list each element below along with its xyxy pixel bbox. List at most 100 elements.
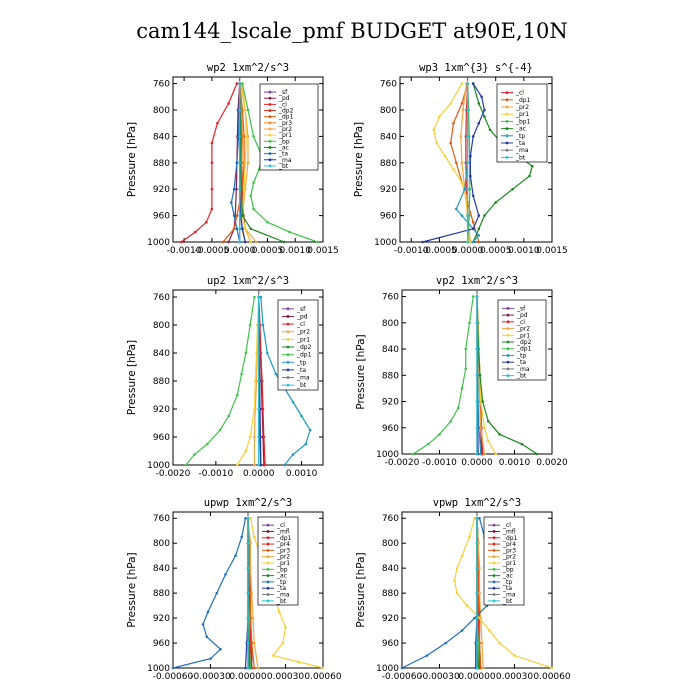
legend-label: _pr1 (516, 332, 530, 339)
y-axis-label: Pressure [hPa] (126, 122, 138, 197)
series-point_bt (475, 295, 479, 298)
series-point_pr1 (249, 516, 252, 520)
y-tick-label: 840 (153, 349, 170, 359)
legend: _cl_mfl_dp1_pr4_pr3_pr2_pr1_bp_ac_tp_ta_… (257, 516, 299, 606)
series-point_tp (234, 554, 237, 557)
panel-title: up2 1xm^2/s^3 (207, 275, 289, 287)
series-point_pr3 (250, 641, 254, 645)
series-point_bt (475, 373, 479, 377)
legend-label: _dp1 (515, 97, 531, 104)
series-point_cl (260, 379, 264, 383)
legend-marker (266, 561, 270, 565)
legend: _cl_dp1_pr2_pr1_bp1_ac_tp_ta_ma_bt (496, 83, 548, 163)
legend-marker (266, 548, 270, 552)
legend-marker (506, 354, 510, 357)
series-point_pr1 (248, 435, 252, 439)
legend-marker (266, 523, 270, 527)
series-point_dp1 (240, 372, 243, 376)
series-point_bt (475, 591, 479, 595)
series-point_pr2 (249, 541, 252, 545)
series-point_pr1 (455, 566, 459, 570)
legend-label: _pr2 (516, 326, 530, 333)
series-point_ta (469, 174, 472, 178)
series-point_dp2 (486, 419, 490, 423)
plot-frame (399, 76, 553, 243)
series-point_bp (246, 108, 250, 112)
x-tick-label: 0.00060 (304, 672, 341, 682)
legend-label: _ma (502, 592, 516, 599)
series-point_pr1 (284, 626, 287, 629)
legend-label: _pr3 (502, 547, 516, 554)
series-point_bt (246, 641, 250, 645)
panel-title: wp3 1xm^{3} s^{-4} (419, 62, 533, 74)
series-point_bt (466, 108, 469, 112)
legend-label: _dp2 (278, 108, 294, 115)
legend-marker (492, 542, 496, 546)
legend-marker (268, 109, 272, 112)
legend-label: _ac (278, 144, 289, 151)
series-line_cl (180, 83, 238, 243)
legend-label: _pr2 (276, 554, 290, 561)
series-point_bt (475, 347, 479, 351)
series-point_ta (471, 194, 475, 198)
legend-marker (266, 580, 270, 584)
series-point_pr1 (460, 554, 464, 557)
x-tick-label: -0.0020 (156, 469, 191, 479)
legend-label: _bt (276, 598, 287, 605)
y-tick-label: 920 (382, 398, 399, 408)
x-tick-label: -0.0010 (394, 246, 429, 256)
x-tick-label: 0.00000 (229, 672, 266, 682)
legend: _cl_mfl_dp1_pr4_pr3_pr2_pr1_bp_ac_tp_ta_… (483, 516, 525, 606)
legend-label: _mfl (502, 528, 516, 535)
series-point_pr1 (478, 616, 481, 620)
series-point_cl (263, 463, 267, 467)
y-axis-label: Pressure [hPa] (353, 122, 365, 197)
y-tick-label: 800 (153, 321, 170, 331)
legend-marker (506, 360, 510, 364)
x-tick-label: -0.0010 (167, 246, 202, 256)
legend-marker (266, 555, 270, 559)
legend-marker (506, 306, 510, 310)
series-point_pr1 (473, 516, 476, 520)
legend-label: _dp1 (276, 535, 292, 542)
series-point_pr2 (253, 435, 256, 439)
x-tick-label: 0.0010 (279, 246, 311, 256)
legend-label: _dp1 (502, 535, 518, 542)
legend-marker (266, 530, 270, 533)
y-tick-label: 800 (382, 319, 399, 329)
series-point_pr2 (480, 641, 484, 645)
series-point_pr1 (460, 82, 464, 85)
legend-label: _bp (502, 566, 514, 573)
plot-frame (172, 76, 324, 243)
legend-label: _mfl (276, 528, 290, 535)
y-tick-label: 1000 (374, 238, 397, 248)
legend-label: _pr1 (296, 336, 310, 343)
series-point_bt (475, 400, 479, 403)
series-point_bp (316, 240, 319, 244)
series-point_tp (274, 372, 278, 376)
series-point_tp (265, 351, 269, 355)
panel-5: upwp 1xm^2/s^3 Pressure [hPa] 760 800 840 880… (126, 497, 342, 682)
series-point_bt (475, 566, 479, 570)
series-point_pr1 (321, 666, 325, 670)
x-tick-label: 0.0000 (461, 458, 493, 468)
legend-label: _ta (502, 585, 512, 592)
legend-marker (492, 567, 496, 571)
series-point_bt (257, 351, 261, 355)
legend-label: _dp1 (516, 346, 532, 353)
panel-2: wp3 1xm^{3} s^{-4} Pressure [hPa] 760 800 84… (353, 62, 568, 256)
legend-label: _pr3 (276, 547, 290, 554)
series-point_tp (304, 442, 308, 446)
panels-container: wp2 1xm^2/s^3 Pressure [hPa] 760 800 840 880 9… (126, 62, 571, 682)
x-tick-label: -0.0005 (195, 246, 230, 256)
series-point_bt (238, 227, 241, 231)
series-point_tp (261, 323, 265, 327)
series-point_cl (210, 141, 214, 145)
series-point_pr2 (483, 452, 486, 456)
series-point_ta (244, 666, 247, 670)
series-point_bt (475, 666, 479, 670)
legend-marker (286, 360, 290, 364)
series-point_bt (475, 452, 479, 456)
series-point_dp1 (464, 367, 468, 371)
legend-marker (492, 536, 496, 540)
